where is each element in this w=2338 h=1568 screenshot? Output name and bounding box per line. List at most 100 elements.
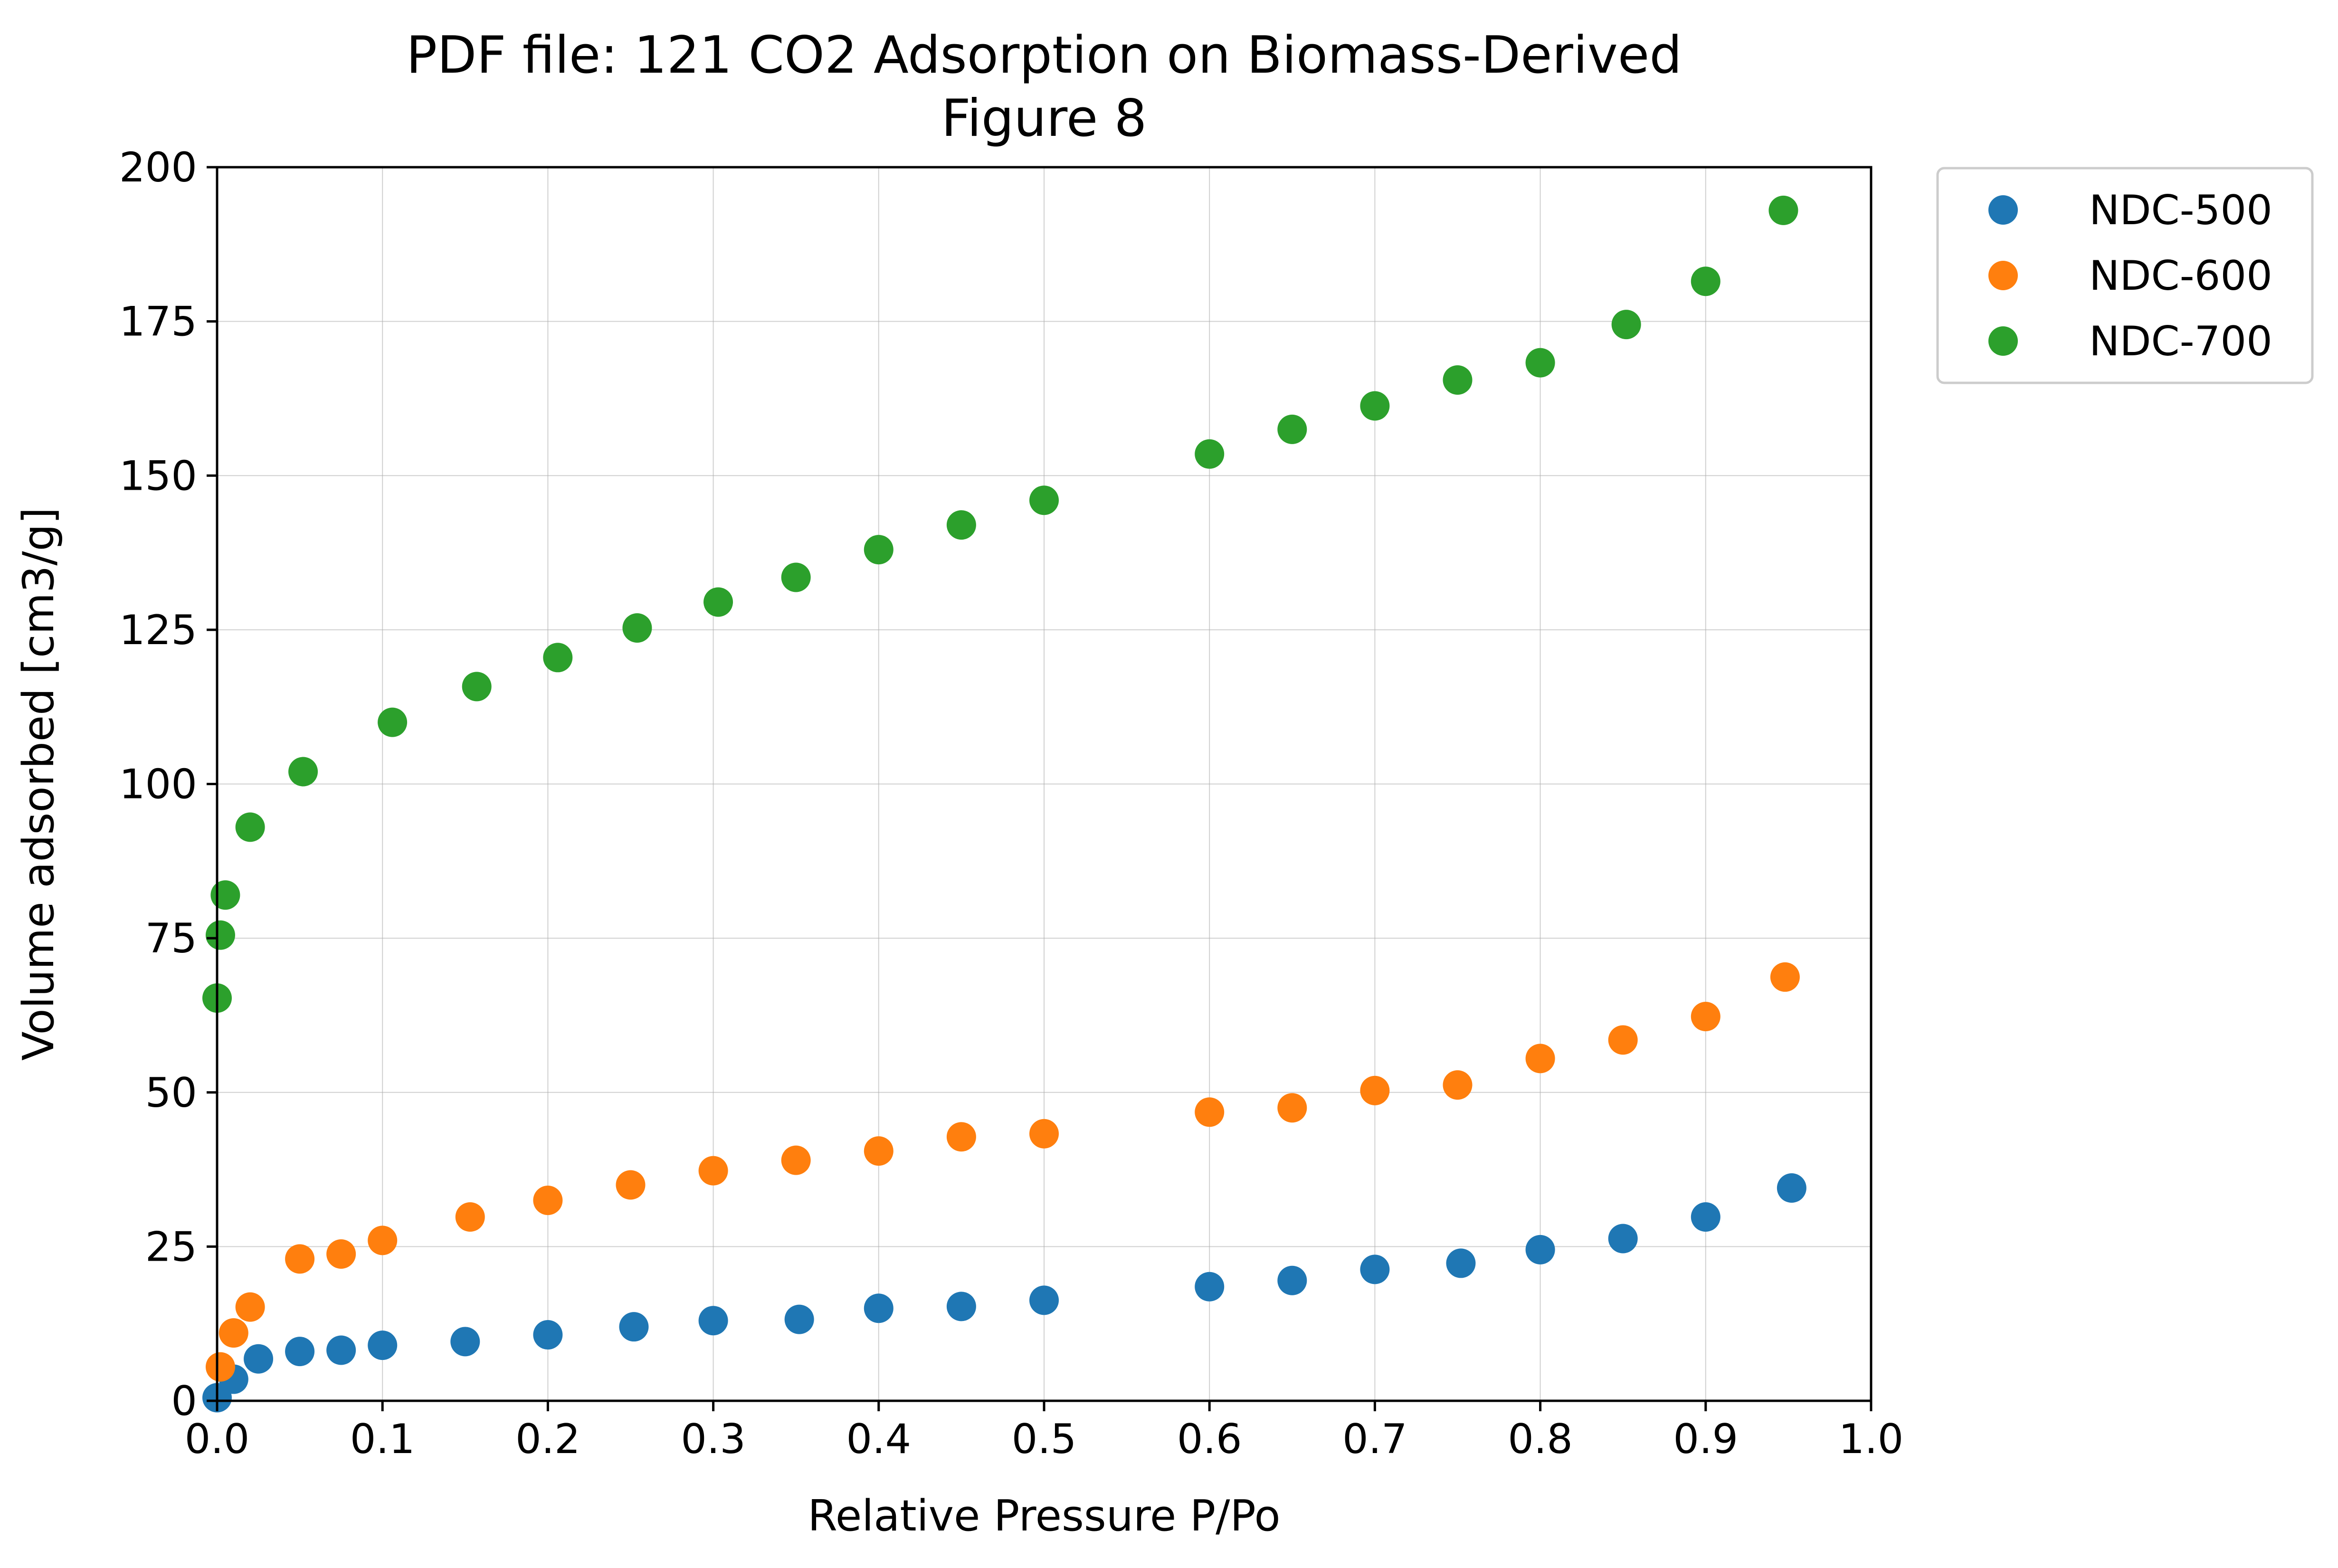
data-point: [543, 643, 573, 673]
data-point: [1768, 195, 1798, 225]
x-tick-label: 1.0: [1839, 1416, 1904, 1463]
data-point: [1360, 1075, 1390, 1105]
data-point: [244, 1344, 274, 1374]
x-axis-label: Relative Pressure P/Po: [808, 1491, 1280, 1541]
data-point: [619, 1312, 649, 1342]
data-point: [1029, 1119, 1059, 1149]
y-tick-label: 200: [119, 144, 197, 191]
data-point: [368, 1226, 398, 1255]
data-point: [285, 1244, 315, 1274]
x-tick-label: 0.1: [350, 1416, 415, 1463]
x-tick-label: 0.0: [185, 1416, 250, 1463]
series-NDC-500: [202, 1173, 1806, 1413]
data-point: [622, 613, 652, 643]
data-point: [1360, 391, 1390, 421]
data-point: [1277, 1265, 1307, 1295]
data-point: [1777, 1173, 1806, 1203]
data-point: [205, 920, 235, 950]
data-point: [864, 535, 893, 565]
x-tick-label: 0.9: [1673, 1416, 1738, 1463]
y-tick-label: 175: [119, 298, 197, 346]
axis-ticks: 0.0 0.1 0.2 0.3 0.4 0.5 0.6 0.7 0.8 0.9 1.0 0 25 50 75…: [119, 144, 1904, 1463]
data-point: [455, 1202, 485, 1232]
data-point: [1525, 1235, 1555, 1264]
data-point: [378, 707, 408, 737]
data-point: [864, 1293, 893, 1323]
data-point: [288, 757, 318, 787]
data-point: [703, 587, 733, 617]
y-tick-label: 50: [145, 1069, 197, 1117]
data-point: [326, 1335, 356, 1365]
x-tick-label: 0.3: [681, 1416, 746, 1463]
data-point: [698, 1156, 728, 1186]
data-point: [1443, 1070, 1473, 1100]
data-point: [1195, 1097, 1225, 1127]
y-tick-label: 125: [119, 607, 197, 654]
data-point: [946, 1292, 976, 1321]
data-point: [1691, 266, 1720, 296]
data-point: [698, 1306, 728, 1336]
data-point: [1525, 348, 1555, 378]
x-tick-label: 0.7: [1342, 1416, 1407, 1463]
y-tick-label: 150: [119, 452, 197, 500]
data-point: [210, 880, 240, 910]
chart-subtitle: Figure 8: [941, 89, 1147, 148]
legend-label: NDC-600: [2089, 252, 2272, 300]
legend-box: [1936, 167, 2314, 384]
data-point: [462, 672, 492, 702]
data-point: [1691, 1202, 1720, 1232]
data-point: [1611, 310, 1641, 340]
x-tick-label: 0.5: [1012, 1416, 1077, 1463]
data-point: [205, 1352, 235, 1382]
data-point: [946, 510, 976, 540]
data-point: [1691, 1002, 1720, 1032]
y-axis-label: Volume adsorbed [cm3/g]: [14, 507, 64, 1061]
data-point: [1277, 1093, 1307, 1123]
y-tick-label: 100: [119, 761, 197, 808]
data-point: [616, 1170, 646, 1200]
data-point: [946, 1122, 976, 1152]
data-point: [1608, 1224, 1638, 1254]
data-point: [1277, 414, 1307, 444]
data-point: [1195, 1272, 1225, 1302]
data-point: [533, 1185, 563, 1215]
data-markers: [202, 195, 1806, 1413]
data-point: [368, 1330, 398, 1360]
x-tick-label: 0.2: [515, 1416, 580, 1463]
data-point: [1446, 1248, 1476, 1278]
data-point: [1770, 962, 1800, 992]
legend-label: NDC-500: [2089, 187, 2272, 234]
legend-marker: [1988, 326, 2018, 356]
data-point: [864, 1136, 893, 1166]
data-point: [1525, 1044, 1555, 1074]
data-point: [450, 1327, 480, 1357]
data-point: [1029, 485, 1059, 515]
y-tick-label: 0: [171, 1378, 197, 1425]
data-point: [235, 812, 265, 842]
x-tick-label: 0.8: [1508, 1416, 1573, 1463]
y-tick-label: 25: [145, 1223, 197, 1271]
data-point: [533, 1320, 563, 1350]
data-point: [1360, 1254, 1390, 1284]
data-point: [1029, 1285, 1059, 1315]
series-NDC-700: [202, 195, 1798, 1013]
legend-marker: [1988, 195, 2018, 225]
chart-title: PDF file: 121 CO2 Adsorption on Biomass-…: [406, 26, 1682, 85]
data-point: [784, 1304, 814, 1334]
legend-marker: [1988, 261, 2018, 290]
y-tick-label: 75: [145, 915, 197, 962]
series-NDC-600: [205, 962, 1800, 1382]
data-point: [781, 1145, 811, 1175]
x-tick-label: 0.4: [846, 1416, 911, 1463]
data-point: [1443, 365, 1473, 395]
data-point: [1608, 1025, 1638, 1055]
legend: NDC-500 NDC-600 NDC-700: [1936, 167, 2314, 384]
data-point: [326, 1239, 356, 1269]
data-point: [219, 1318, 248, 1348]
data-point: [781, 562, 811, 592]
data-point: [285, 1337, 315, 1367]
x-tick-label: 0.6: [1177, 1416, 1242, 1463]
legend-label: NDC-700: [2089, 318, 2272, 365]
data-point: [235, 1292, 265, 1322]
